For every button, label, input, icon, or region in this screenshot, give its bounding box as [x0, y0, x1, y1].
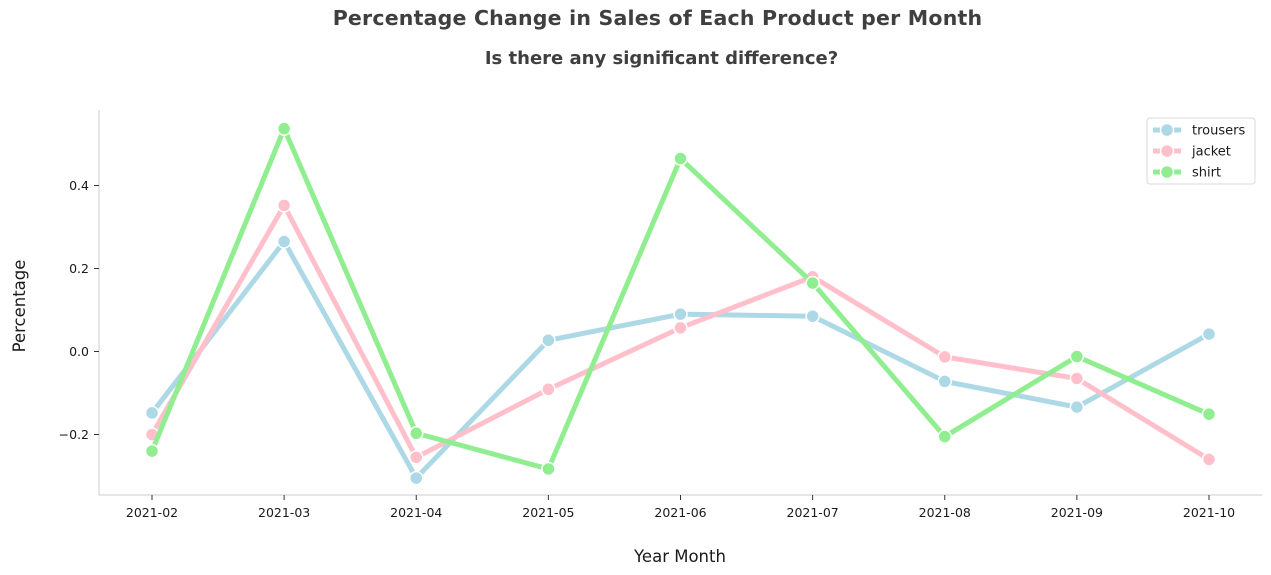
- data-point-trousers: [276, 234, 292, 249]
- legend-box: [1146, 117, 1256, 185]
- legend-label: shirt: [1192, 166, 1221, 181]
- data-point-shirt: [1201, 406, 1217, 422]
- data-point-trousers: [541, 333, 556, 348]
- data-point-jacket: [409, 450, 424, 465]
- y-tick-label: 0.4: [69, 178, 89, 193]
- y-axis-label: Percentage: [10, 260, 29, 353]
- x-tick-label: 2021-10: [1183, 505, 1235, 520]
- data-point-jacket: [1201, 452, 1217, 467]
- series-jacket: [144, 198, 1217, 467]
- data-point-shirt: [144, 443, 160, 459]
- data-point-shirt: [1069, 349, 1085, 364]
- data-point-jacket: [937, 349, 952, 365]
- data-point-jacket: [673, 320, 688, 336]
- data-point-jacket: [276, 198, 292, 213]
- x-tick-label: 2021-07: [787, 505, 839, 520]
- series-trousers: [144, 234, 1217, 486]
- data-point-jacket: [1069, 371, 1085, 386]
- series-shirt: [144, 121, 1217, 477]
- legend-item-shirt: shirt: [1153, 164, 1221, 181]
- data-point-trousers: [1201, 326, 1217, 342]
- chart-subtitle: Is there any significant difference?: [484, 48, 839, 69]
- data-point-shirt: [276, 121, 292, 136]
- y-tick-label: 0.2: [69, 261, 89, 276]
- x-tick-label: 2021-05: [522, 505, 574, 520]
- legend-item-jacket: jacket: [1153, 143, 1231, 160]
- series-line-trousers: [149, 239, 1212, 481]
- series-lines: [144, 121, 1217, 486]
- data-point-trousers: [144, 405, 160, 421]
- legend-item-trousers: trousers: [1153, 122, 1245, 139]
- y-tick-label: 0.0: [69, 344, 89, 359]
- series-line-shirt: [149, 126, 1212, 472]
- legend-label: trousers: [1192, 124, 1245, 139]
- x-tick-label: 2021-03: [258, 505, 310, 520]
- chart-title: Percentage Change in Sales of Each Produ…: [332, 6, 983, 30]
- y-tick-label: −0.2: [59, 427, 89, 442]
- x-tick-label: 2021-09: [1051, 505, 1103, 520]
- data-point-shirt: [805, 275, 820, 291]
- x-tick-label: 2021-02: [126, 505, 178, 520]
- x-axis-label: Year Month: [633, 547, 726, 566]
- legend-label: jacket: [1191, 145, 1231, 160]
- axes: 2021-02 2021-03 2021-04 2021-05 2021-06 2021-…: [10, 110, 1262, 566]
- x-tick-label: 2021-04: [390, 505, 442, 520]
- legend-marker: [1159, 164, 1175, 180]
- x-tick-label: 2021-06: [654, 505, 706, 520]
- x-tick-label: 2021-08: [919, 505, 971, 520]
- legend-marker: [1159, 122, 1175, 138]
- data-point-trousers: [409, 470, 424, 486]
- data-point-trousers: [673, 306, 688, 322]
- legend: trousers jacket shirt: [1146, 117, 1256, 185]
- data-point-shirt: [409, 426, 424, 441]
- data-point-trousers: [805, 308, 820, 324]
- data-point-trousers: [1069, 399, 1085, 415]
- data-point-shirt: [673, 151, 688, 166]
- data-point-shirt: [937, 429, 952, 444]
- data-point-jacket: [541, 382, 556, 397]
- legend-marker: [1159, 143, 1175, 159]
- data-point-trousers: [937, 374, 952, 389]
- data-point-shirt: [541, 461, 556, 477]
